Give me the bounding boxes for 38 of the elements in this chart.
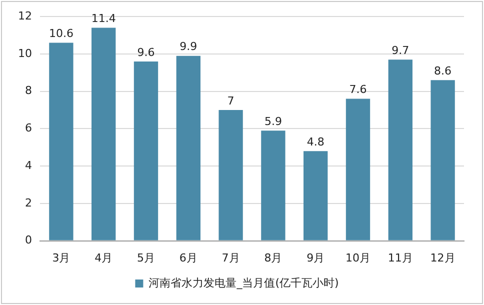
data-label: 7.6 — [349, 83, 367, 96]
x-tick-label: 9月 — [306, 251, 325, 264]
y-tick-label: 0 — [24, 234, 32, 247]
data-label: 4.8 — [306, 135, 324, 148]
x-tick-label: 7月 — [222, 251, 240, 264]
data-label: 9.7 — [392, 44, 410, 57]
y-tick-label: 2 — [24, 196, 32, 210]
bar — [261, 130, 286, 240]
y-tick-label: 12 — [18, 9, 32, 22]
x-tick-label: 12月 — [430, 251, 456, 264]
bar — [388, 60, 412, 240]
bar — [430, 80, 455, 240]
bar — [346, 98, 370, 240]
bar — [176, 56, 200, 240]
x-tick-label: 3月 — [52, 251, 70, 264]
bar — [218, 110, 243, 240]
x-tick-label: 8月 — [264, 251, 282, 264]
x-tick-label: 6月 — [179, 251, 198, 264]
data-label: 9.6 — [137, 46, 155, 59]
x-tick-label: 10月 — [346, 251, 370, 264]
bar — [92, 28, 116, 240]
data-label: 5.9 — [264, 114, 282, 128]
y-tick-label: 8 — [24, 84, 32, 98]
x-tick-label: 5月 — [137, 251, 155, 264]
data-label: 8.6 — [434, 64, 452, 78]
legend-label: 河南省水力发电量_当月值(亿千瓦小时) — [148, 276, 339, 290]
x-tick-label: 11月 — [388, 251, 413, 264]
data-label: 10.6 — [48, 27, 74, 40]
data-label: 9.9 — [180, 40, 198, 54]
data-label: 7 — [227, 94, 234, 108]
y-tick-label: 10 — [18, 46, 32, 60]
data-label: 11.4 — [91, 12, 116, 26]
bar — [49, 42, 74, 240]
x-tick-label: 4月 — [94, 251, 113, 264]
y-tick-label: 4 — [24, 158, 32, 172]
bar — [134, 61, 158, 240]
y-tick-label: 6 — [24, 122, 32, 135]
bar — [304, 151, 328, 240]
